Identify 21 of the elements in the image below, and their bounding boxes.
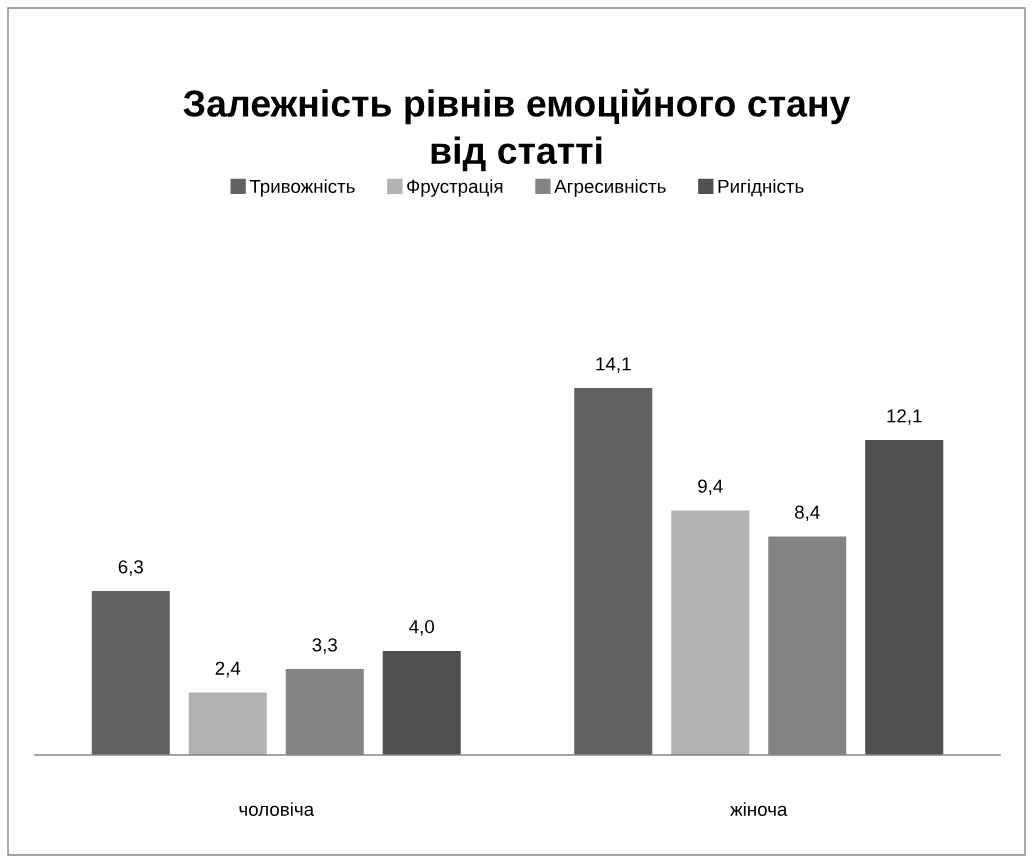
x-tick-label: чоловіча [239, 802, 315, 816]
x-tick-label: жіноча [730, 802, 788, 816]
data-label: 6,3 [118, 560, 143, 576]
legend-label: Ригідність [718, 179, 804, 197]
data-label: 14,1 [596, 357, 631, 373]
bar [188, 692, 267, 755]
data-label: 3,3 [312, 638, 337, 654]
bar [382, 650, 461, 755]
legend-label: Фрустрація [407, 179, 503, 197]
bar [671, 510, 750, 755]
legend-label: Тривожність [249, 179, 355, 197]
data-label: 4,0 [409, 620, 435, 636]
data-label: 9,4 [698, 479, 723, 495]
bar [865, 440, 944, 755]
legend-label: Агресивність [554, 179, 666, 197]
data-label: 2,4 [215, 661, 241, 678]
chart-title: Залежність рівнів емоційного стану від статті [183, 88, 851, 172]
data-label: 12,1 [887, 409, 922, 425]
bar [574, 388, 653, 755]
bar [91, 591, 170, 755]
data-label: 8,4 [795, 505, 820, 522]
